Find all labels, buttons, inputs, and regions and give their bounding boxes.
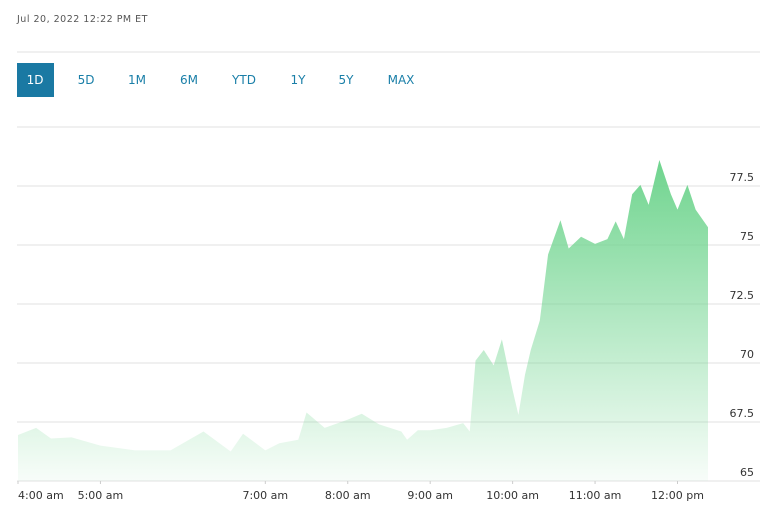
y-tick-label: 67.5	[730, 407, 755, 420]
x-tick-label: 4:00 am	[18, 489, 64, 502]
x-tick-label: 10:00 am	[486, 489, 539, 502]
x-tick-label: 5:00 am	[78, 489, 124, 502]
active-range-bg	[17, 63, 54, 97]
range-button[interactable]: 1M	[128, 73, 146, 87]
range-button[interactable]: 6M	[180, 73, 198, 87]
x-tick-label: 7:00 am	[242, 489, 288, 502]
range-button[interactable]: MAX	[388, 73, 415, 87]
x-tick-label: 11:00 am	[569, 489, 622, 502]
price-area	[18, 160, 708, 482]
range-button[interactable]: 1Y	[291, 73, 307, 87]
x-tick-label: 12:00 pm	[651, 489, 704, 502]
y-tick-label: 77.5	[730, 171, 755, 184]
x-tick-label: 8:00 am	[325, 489, 371, 502]
range-button[interactable]: 1D	[27, 73, 44, 87]
range-button[interactable]: 5D	[78, 73, 95, 87]
timestamp: Jul 20, 2022 12:22 PM ET	[16, 14, 148, 25]
range-button[interactable]: YTD	[231, 73, 256, 87]
y-tick-label: 70	[740, 348, 754, 361]
y-tick-label: 72.5	[730, 289, 755, 302]
y-tick-label: 75	[740, 230, 754, 243]
y-tick-label: 65	[740, 466, 754, 479]
range-button[interactable]: 5Y	[339, 73, 355, 87]
x-tick-label: 9:00 am	[407, 489, 453, 502]
